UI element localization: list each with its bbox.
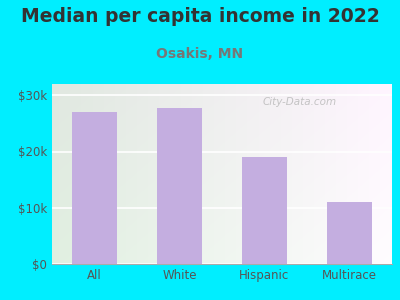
Text: City-Data.com: City-Data.com <box>263 97 337 106</box>
Text: Median per capita income in 2022: Median per capita income in 2022 <box>21 8 379 26</box>
Bar <box>72 112 117 264</box>
Bar <box>158 108 202 264</box>
Bar <box>242 157 286 264</box>
Bar <box>327 202 372 264</box>
Text: Osakis, MN: Osakis, MN <box>156 46 244 61</box>
